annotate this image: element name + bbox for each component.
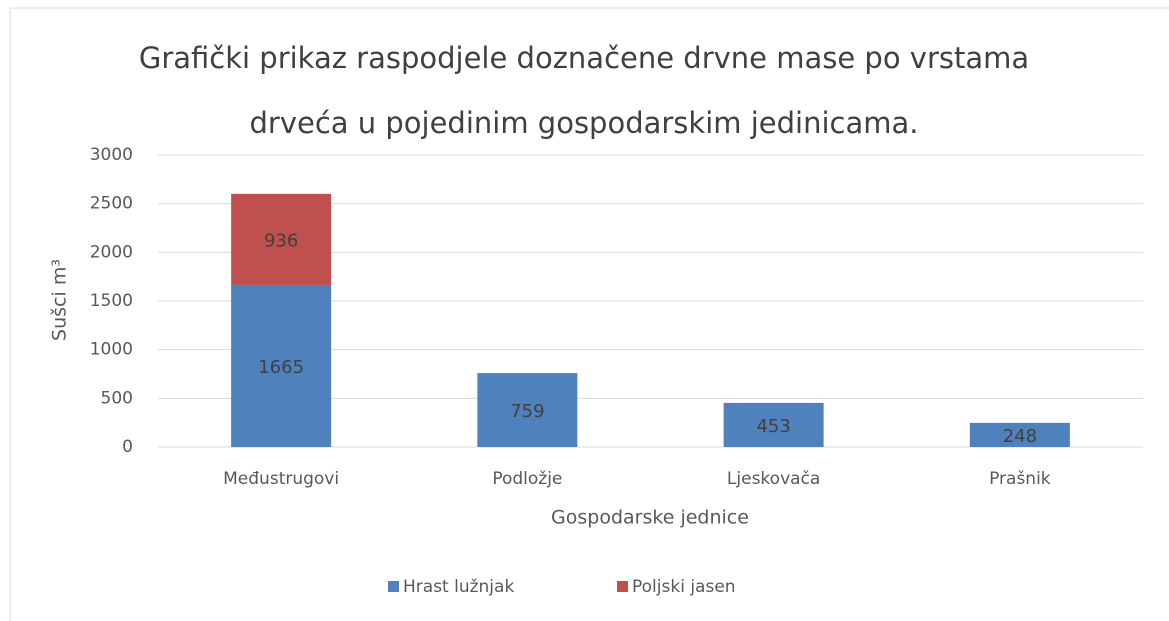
x-tick-label: Ljeskovača (727, 469, 820, 489)
chart-title: Grafički prikaz raspodjele doznačene drv… (139, 41, 1029, 75)
x-tick-label: Podložje (492, 469, 562, 489)
legend-swatch (617, 581, 628, 592)
y-tick-label: 0 (122, 437, 133, 457)
bar (723, 402, 824, 447)
y-tick-label: 500 (101, 388, 133, 408)
legend-label: Poljski jasen (632, 577, 736, 597)
data-label: 759 (510, 401, 544, 422)
data-label: 936 (264, 230, 298, 251)
y-tick-label: 3000 (90, 145, 133, 165)
y-tick-label: 1000 (90, 340, 133, 360)
legend-swatch (388, 581, 399, 592)
x-tick-label: Međustrugovi (223, 469, 339, 489)
y-tick-label: 1500 (90, 291, 133, 311)
y-tick-label: 2500 (90, 194, 133, 214)
chart-border (9, 7, 1169, 621)
bar (969, 422, 1070, 447)
data-label: 453 (756, 416, 790, 437)
bar (477, 373, 578, 447)
bar (231, 193, 332, 285)
x-tick-label: Prašnik (989, 469, 1051, 489)
x-axis-label: Gospodarske jednice (551, 507, 749, 529)
data-label: 248 (1003, 426, 1037, 447)
bar (231, 284, 332, 447)
legend-label: Hrast lužnjak (403, 577, 514, 597)
y-tick-label: 2000 (90, 242, 133, 262)
data-label: 1665 (258, 357, 304, 378)
y-axis-label: Sušci m³ (49, 259, 71, 341)
chart-title: drveća u pojedinim gospodarskim jedinica… (250, 106, 919, 140)
